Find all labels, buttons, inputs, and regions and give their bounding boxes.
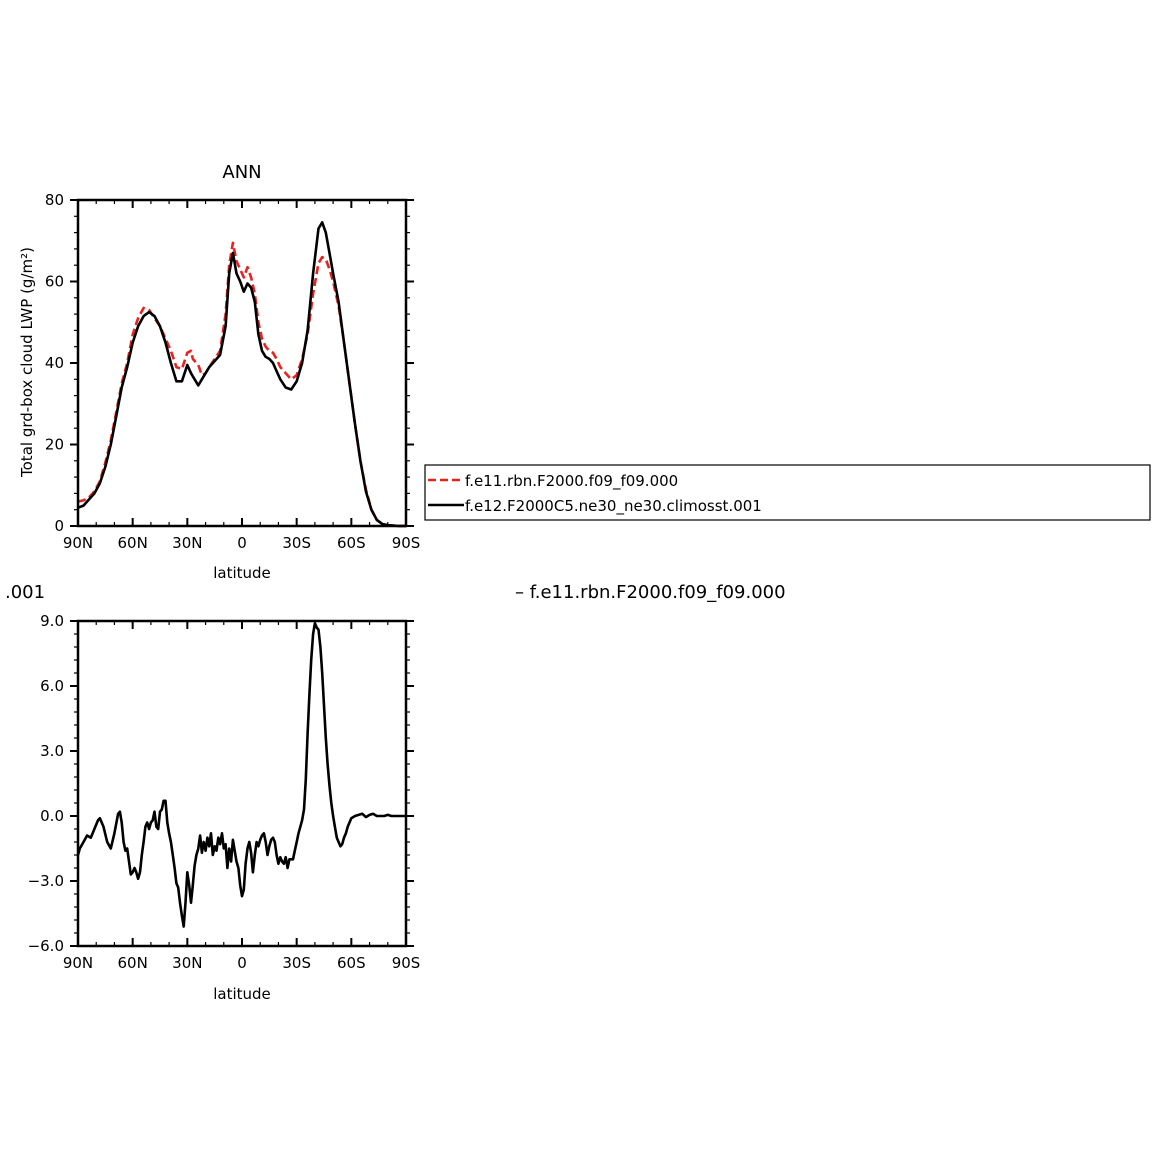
bottom-chart-x-axis-label: latitude — [213, 985, 271, 1003]
top-chart-x-tick-label: 30N — [172, 534, 202, 552]
top-chart-x-tick-label: 30S — [282, 534, 311, 552]
bottom-chart-x-tick-label: 30S — [282, 954, 311, 972]
bottom-chart: Total grd-box cloud LWP (g/m²) latitude … — [0, 612, 421, 1003]
bottom-chart-y-tick-label: 9.0 — [40, 612, 64, 630]
top-chart-x-tick-label: 0 — [237, 534, 247, 552]
top-chart-ticks: 90N 60N 30N 0 30S 60S 90S 0 20 40 60 80 — [45, 191, 420, 552]
legend-entry-1: f.e11.rbn.F2000.f09_f09.000 — [465, 472, 678, 491]
top-chart-y-tick-label: 40 — [45, 354, 64, 372]
top-chart-y-tick-label: 60 — [45, 273, 64, 291]
bottom-chart-lines — [76, 621, 406, 928]
bottom-chart-x-tick-label: 90S — [392, 954, 421, 972]
bottom-chart-y-tick-label: −3.0 — [28, 872, 64, 890]
legend-box — [424, 464, 1151, 521]
top-chart-series-1-line — [77, 241, 406, 528]
bottom-chart-x-tick-label: 60N — [118, 954, 148, 972]
top-chart-legend: f.e11.rbn.F2000.f09_f09.000 f.e12.F2000C… — [424, 464, 1151, 521]
top-chart-title: ANN — [222, 162, 261, 183]
top-chart-series-2-line — [77, 221, 406, 528]
top-chart-lines — [77, 221, 406, 528]
top-chart-x-axis-label: latitude — [213, 564, 271, 582]
bottom-chart-series-1-line — [76, 621, 406, 928]
top-chart-x-tick-label: 60N — [118, 534, 148, 552]
bottom-chart-x-tick-label: 30N — [172, 954, 202, 972]
bottom-chart-ticks: 90N 60N 30N 0 30S 60S 90S −6.0 −3.0 0.0 3.0 6.0 9.0 — [28, 612, 421, 972]
bottom-chart-frame — [76, 619, 408, 948]
bottom-chart-y-tick-label: 0.0 — [40, 807, 64, 825]
right-caption: – f.e11.rbn.F2000.f09_f09.000 — [515, 582, 786, 603]
bottom-chart-x-tick-label: 90N — [63, 954, 93, 972]
top-chart-y-tick-label: 0 — [54, 517, 64, 535]
bottom-chart-y-axis-label: Total grd-box cloud LWP (g/m²) — [0, 668, 18, 899]
bottom-chart-y-tick-label: −6.0 — [28, 937, 64, 955]
top-chart-y-tick-label: 80 — [45, 191, 64, 209]
top-chart-y-axis-label: Total grd-box cloud LWP (g/m²) — [18, 247, 36, 478]
top-chart-frame — [76, 198, 408, 528]
top-chart-y-tick-label: 20 — [45, 436, 64, 454]
top-chart: ANN Total grd-box cloud LWP (g/m²) latit… — [18, 162, 420, 582]
top-chart-x-tick-label: 90N — [63, 534, 93, 552]
legend-entry-2: f.e12.F2000C5.ne30_ne30.climosst.001 — [465, 497, 762, 516]
bottom-chart-y-tick-label: 6.0 — [40, 677, 64, 695]
top-chart-x-tick-label: 90S — [392, 534, 421, 552]
left-caption-fragment: .001 — [5, 582, 45, 603]
top-chart-x-tick-label: 60S — [337, 534, 366, 552]
bottom-chart-x-tick-label: 60S — [337, 954, 366, 972]
bottom-chart-x-tick-label: 0 — [237, 954, 247, 972]
bottom-chart-y-tick-label: 3.0 — [40, 742, 64, 760]
